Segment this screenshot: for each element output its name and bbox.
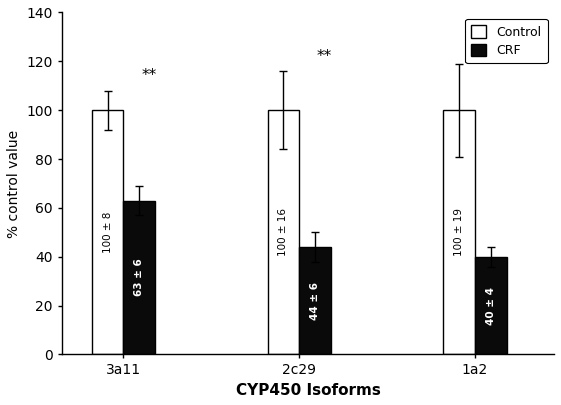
Text: 100 ± 8: 100 ± 8: [103, 212, 113, 253]
Bar: [92, 110, 123, 354]
Bar: [123, 200, 155, 354]
Text: 100 ± 16: 100 ± 16: [278, 208, 288, 256]
Bar: [299, 247, 331, 354]
Legend: Control, CRF: Control, CRF: [465, 19, 548, 64]
Bar: [268, 110, 299, 354]
Text: **: **: [141, 68, 157, 83]
Text: 40 ± 4: 40 ± 4: [486, 287, 496, 325]
Y-axis label: % control value: % control value: [7, 129, 21, 237]
X-axis label: CYP450 Isoforms: CYP450 Isoforms: [236, 383, 380, 398]
Text: 44 ± 6: 44 ± 6: [310, 282, 320, 320]
Text: 100 ± 19: 100 ± 19: [454, 208, 464, 256]
Bar: [443, 110, 475, 354]
Text: **: **: [317, 49, 332, 64]
Text: **: **: [493, 41, 508, 56]
Bar: [475, 257, 507, 354]
Text: 63 ± 6: 63 ± 6: [134, 259, 144, 296]
